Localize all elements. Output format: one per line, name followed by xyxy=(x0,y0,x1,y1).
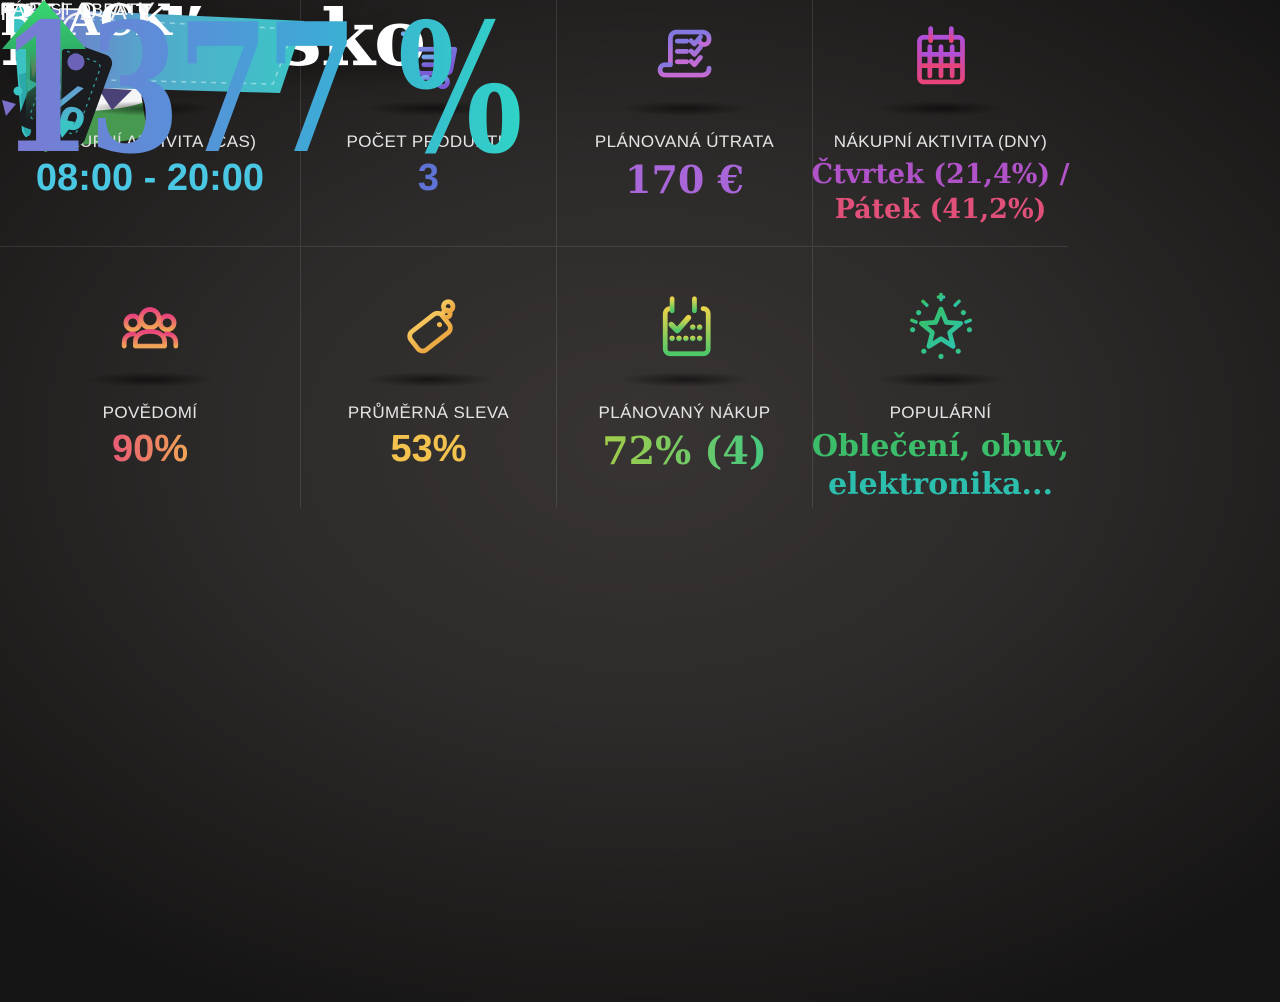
ribbon-fold xyxy=(98,88,132,110)
stat-label: NÁKUPNÍ AKTIVITA (ČAS) xyxy=(44,132,257,152)
stat-average-discount: PRŮMĚRNÁ SLEVA 53% xyxy=(300,246,556,508)
people-icon xyxy=(107,285,193,371)
growth-value: 1377 % xyxy=(0,0,523,193)
stat-value-line1: Oblečení, obuv, xyxy=(811,429,1070,464)
icon-shadow xyxy=(874,372,1007,387)
icon-shadow xyxy=(362,101,495,116)
stat-planned-purchase: PLÁNOVANÝ NÁKUP 72% (4) xyxy=(556,246,812,508)
stat-value-line1: Čtvrtek (21,4%) / xyxy=(811,159,1070,190)
cart-icon xyxy=(386,14,472,100)
stat-label: POČET PRODUKTŮ xyxy=(347,132,511,152)
calendar-grid-icon xyxy=(898,14,984,100)
stat-label: POPULÁRNÍ xyxy=(889,403,992,422)
icon-shadow xyxy=(618,101,751,116)
icon-shadow xyxy=(84,372,216,387)
stat-value-line2: Pátek (41,2%) xyxy=(834,194,1047,225)
stat-planned-spend: PLÁNOVANÁ ÚTRATA 170 € xyxy=(556,0,812,246)
stat-value: 3 xyxy=(417,157,440,199)
stat-label: PLÁNOVANÝ NÁKUP xyxy=(598,403,771,422)
stat-label: PLÁNOVANÁ ÚTRATA xyxy=(594,132,775,151)
stat-value: 53% xyxy=(390,428,467,470)
stat-value: Čtvrtek (21,4%) / Pátek (41,2%) xyxy=(812,157,1070,227)
stat-product-count: POČET PRODUKTŮ 3 xyxy=(300,0,556,246)
price-tag-icon xyxy=(386,285,472,371)
icon-shadow xyxy=(618,372,751,387)
stat-value: 90% xyxy=(111,428,189,470)
stat-value: 72% (4) xyxy=(602,428,767,473)
stat-shopping-activity-days: NÁKUPNÍ AKTIVITA (DNY) Čtvrtek (21,4%) /… xyxy=(812,0,1070,246)
stat-value: Oblečení, obuv, elektronika... xyxy=(812,428,1069,504)
stat-value-line2: elektronika... xyxy=(828,467,1053,502)
receipt-checklist-icon xyxy=(642,14,728,100)
growth-arrow-icon xyxy=(2,0,86,128)
stat-value: 08:00 - 20:00 xyxy=(35,157,265,199)
stat-value: 170 € xyxy=(625,157,744,202)
stat-label: NÁKUPNÍ AKTIVITA (DNY) xyxy=(833,132,1048,151)
icon-shadow xyxy=(362,372,495,387)
star-icon xyxy=(898,285,984,371)
stat-label: POVĚDOMÍ xyxy=(102,403,198,422)
icon-shadow xyxy=(874,101,1007,116)
calendar-check-icon xyxy=(642,285,728,371)
stat-label: PRŮMĚRNÁ SLEVA xyxy=(347,403,510,422)
friday-label: FRIDAY xyxy=(0,0,168,25)
stat-awareness: POVĚDOMÍ 90% xyxy=(0,246,300,508)
stat-popular: POPULÁRNÍ Oblečení, obuv, elektronika... xyxy=(812,246,1069,508)
